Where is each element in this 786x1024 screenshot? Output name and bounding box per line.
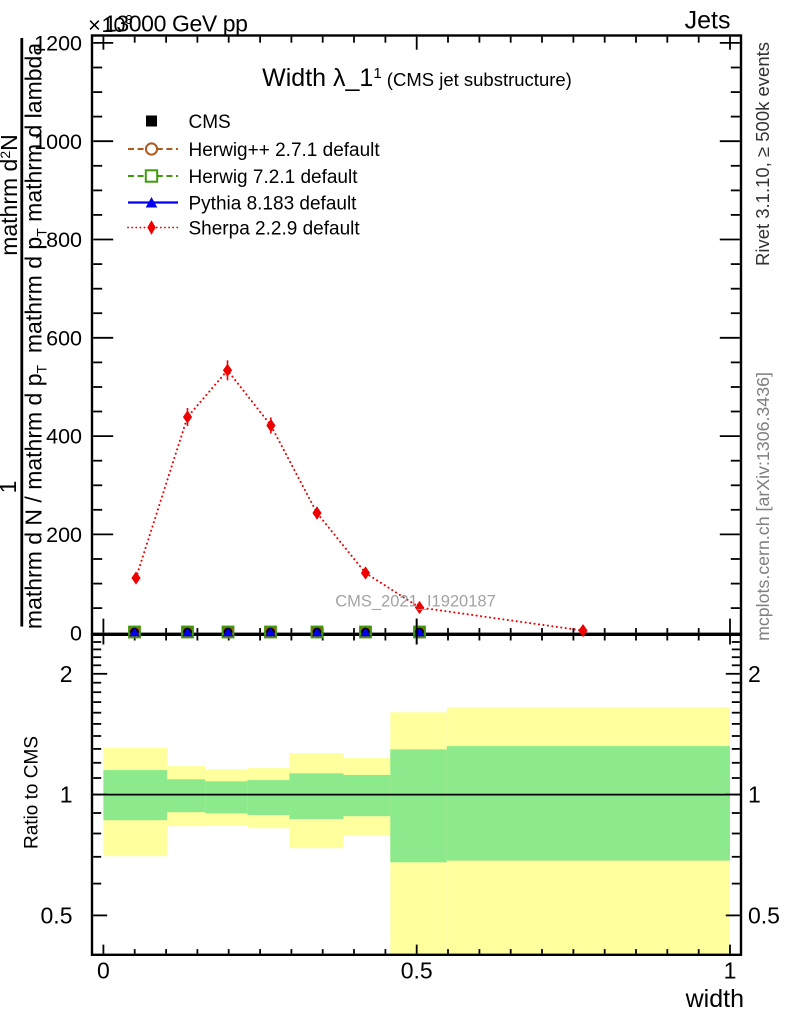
svg-text:0.5: 0.5 bbox=[41, 902, 73, 928]
svg-text:mcplots.cern.ch [arXiv:1306.34: mcplots.cern.ch [arXiv:1306.3436] bbox=[753, 372, 773, 641]
svg-text:13000 GeV pp: 13000 GeV pp bbox=[104, 11, 248, 37]
svg-text:1200: 1200 bbox=[34, 32, 82, 56]
svg-text:CMS_2021_I1920187: CMS_2021_I1920187 bbox=[335, 593, 496, 611]
svg-text:1: 1 bbox=[748, 782, 761, 808]
svg-text:600: 600 bbox=[46, 326, 82, 350]
svg-text:mathrm d pT mathrm d lambda: mathrm d pT mathrm d lambda bbox=[21, 43, 50, 353]
svg-text:width: width bbox=[685, 985, 744, 1013]
svg-text:mathrm d2N: mathrm d2N bbox=[0, 134, 22, 256]
svg-text:2: 2 bbox=[748, 661, 761, 687]
svg-text:0.5: 0.5 bbox=[401, 958, 433, 984]
svg-text:800: 800 bbox=[46, 228, 82, 252]
svg-text:1000: 1000 bbox=[34, 130, 82, 154]
svg-text:0.5: 0.5 bbox=[748, 902, 780, 928]
svg-text:Ratio to CMS: Ratio to CMS bbox=[22, 736, 43, 849]
svg-text:Herwig++ 2.7.1 default: Herwig++ 2.7.1 default bbox=[189, 140, 381, 161]
svg-text:Pythia 8.183 default: Pythia 8.183 default bbox=[189, 194, 358, 215]
svg-text:Rivet 3.1.10, ≥ 500k events: Rivet 3.1.10, ≥ 500k events bbox=[752, 42, 773, 266]
svg-text:0: 0 bbox=[70, 621, 82, 645]
svg-text:0: 0 bbox=[97, 958, 110, 984]
svg-text:Jets: Jets bbox=[685, 7, 731, 35]
svg-text:400: 400 bbox=[46, 425, 82, 449]
svg-text:1: 1 bbox=[60, 782, 73, 808]
svg-text:1: 1 bbox=[724, 958, 737, 984]
svg-text:Herwig 7.2.1 default: Herwig 7.2.1 default bbox=[189, 167, 359, 188]
svg-text:mathrm d N / mathrm d pT: mathrm d N / mathrm d pT bbox=[21, 364, 50, 629]
svg-text:×: × bbox=[88, 13, 101, 38]
svg-text:CMS: CMS bbox=[189, 112, 231, 133]
svg-text:Width λ_11 (CMS jet substructu: Width λ_11 (CMS jet substructure) bbox=[262, 64, 572, 92]
svg-text:Sherpa 2.2.9 default: Sherpa 2.2.9 default bbox=[189, 219, 361, 240]
svg-text:2: 2 bbox=[60, 661, 73, 687]
svg-text:200: 200 bbox=[46, 523, 82, 547]
svg-text:1: 1 bbox=[0, 481, 21, 494]
